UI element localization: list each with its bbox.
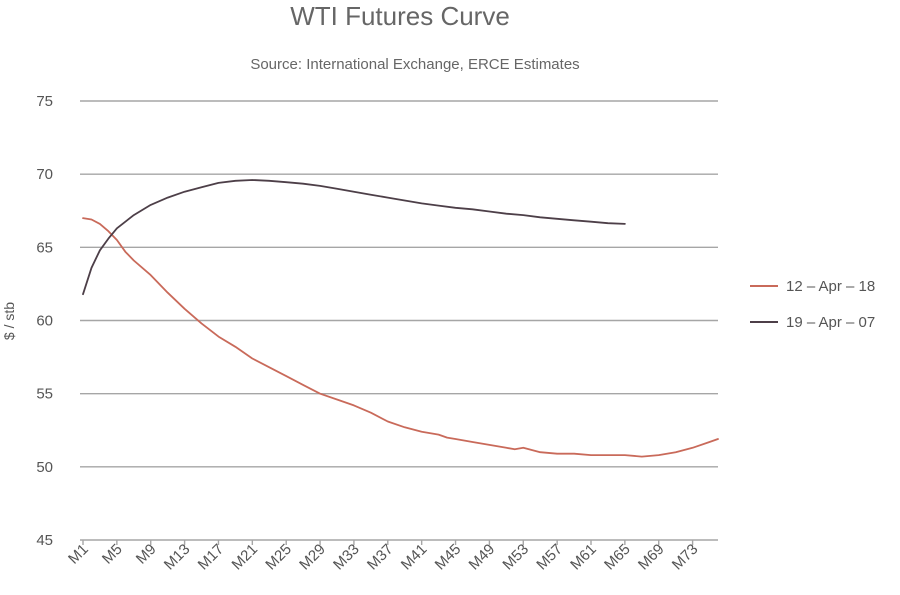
x-tick-label: M9 (133, 541, 160, 568)
x-tick-label: M61 (567, 541, 600, 574)
x-tick-label: M45 (432, 541, 465, 574)
x-tick-label: M57 (533, 541, 566, 574)
gridlines (80, 100, 718, 541)
x-tick-label: M1 (65, 541, 92, 568)
y-tick-label: 55 (36, 386, 53, 403)
x-tick-label: M13 (161, 541, 194, 574)
x-tick-label: M49 (466, 541, 499, 574)
legend-item-2: 19 – Apr – 07 (750, 314, 875, 331)
legend-item-1: 12 – Apr – 18 (750, 278, 875, 295)
legend-label: 12 – Apr – 18 (786, 278, 875, 295)
x-tick-label: M17 (195, 541, 228, 574)
chart-title: WTI Futures Curve (290, 1, 510, 31)
x-tick-labels: M1 M5 M9 M13 M17 M21 M25 M29 M33 M37 M41 M45 M49 M53 M… (65, 540, 701, 573)
y-tick-label: 75 (36, 93, 53, 110)
chart-subtitle: Source: International Exchange, ERCE Est… (250, 56, 579, 73)
y-tick-label: 50 (36, 459, 53, 476)
y-axis-label: $ / stb (1, 302, 17, 340)
series-lines (82, 179, 719, 458)
y-tick-label: 60 (36, 313, 53, 330)
y-tick-label: 70 (36, 166, 53, 183)
y-tick-label: 45 (36, 532, 53, 549)
x-tick-label: M37 (364, 541, 397, 574)
x-tick-label: M53 (499, 541, 532, 574)
x-tick-label: M33 (330, 541, 363, 574)
series-line-2 (82, 179, 626, 296)
x-tick-label: M69 (635, 541, 668, 574)
series-line-1 (82, 217, 719, 458)
x-tick-label: M25 (262, 541, 295, 574)
x-tick-label: M29 (296, 541, 329, 574)
x-tick-label: M5 (99, 541, 126, 568)
y-tick-label: 65 (36, 239, 53, 256)
legend: 12 – Apr – 18 19 – Apr – 07 (750, 278, 875, 331)
x-tick-label: M21 (229, 541, 262, 574)
legend-label: 19 – Apr – 07 (786, 314, 875, 331)
y-tick-labels: 45 50 55 60 65 70 75 (36, 93, 53, 549)
x-tick-label: M73 (669, 541, 702, 574)
x-tick-label: M65 (601, 541, 634, 574)
x-tick-label: M41 (398, 541, 431, 574)
